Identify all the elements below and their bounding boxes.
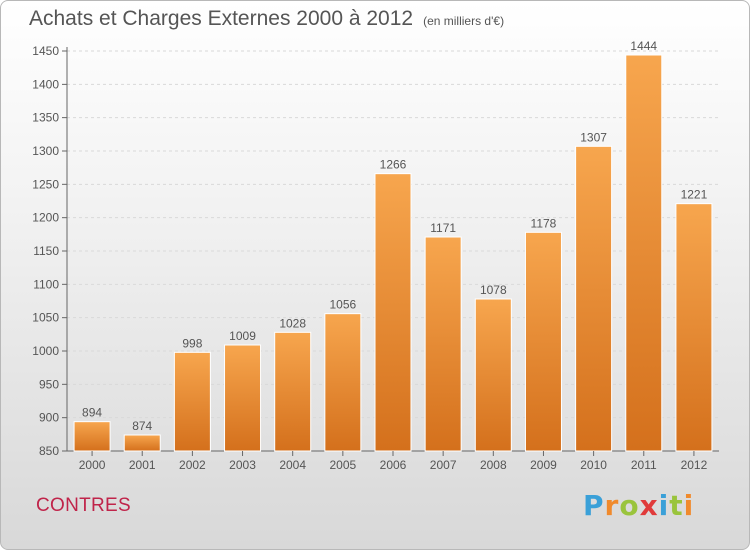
- y-tick-label: 1150: [33, 244, 59, 258]
- y-tick-label: 900: [39, 411, 59, 425]
- y-tick-label: 1250: [32, 177, 59, 191]
- y-tick-label: 850: [39, 444, 59, 458]
- bar: [224, 344, 262, 452]
- bar: [474, 298, 512, 452]
- bar-value-label: 1056: [329, 298, 356, 312]
- x-tick-label: 2009: [530, 458, 557, 472]
- y-tick-label: 1450: [32, 44, 59, 58]
- bar: [73, 421, 111, 452]
- x-tick-label: 2003: [229, 458, 256, 472]
- x-tick-label: 2012: [681, 458, 708, 472]
- logo-letter: i: [658, 489, 670, 522]
- x-tick-label: 2010: [580, 458, 607, 472]
- city-name: CONTRES: [36, 495, 131, 516]
- bar: [173, 351, 211, 452]
- y-tick-label: 1100: [33, 277, 59, 291]
- logo-letter: o: [619, 489, 640, 522]
- x-tick-label: 2011: [631, 458, 657, 472]
- logo-letter: t: [669, 489, 684, 522]
- bar-value-label: 874: [132, 419, 152, 433]
- x-tick-label: 2006: [380, 458, 407, 472]
- x-tick-label: 2008: [480, 458, 507, 472]
- y-tick-label: 1200: [32, 211, 59, 225]
- bar: [625, 54, 663, 452]
- chart-unit: (en milliers d'€): [423, 14, 505, 28]
- bar-value-label: 894: [82, 406, 102, 420]
- bar-value-label: 1178: [531, 216, 557, 230]
- logo-letter: r: [604, 489, 620, 522]
- bar: [524, 231, 562, 452]
- bar: [374, 173, 412, 452]
- bar-value-label: 1028: [279, 316, 306, 330]
- x-tick-label: 2001: [129, 458, 156, 472]
- bar: [123, 434, 161, 452]
- bar-value-label: 1221: [681, 188, 708, 202]
- logo-letter: i: [683, 489, 695, 522]
- bar: [274, 331, 312, 452]
- y-tick-label: 950: [39, 377, 59, 391]
- bar-value-label: 998: [182, 336, 202, 350]
- bar-value-label: 1444: [630, 39, 657, 53]
- y-tick-label: 1300: [32, 144, 59, 158]
- bar: [675, 203, 713, 452]
- bar-value-label: 1009: [229, 329, 256, 343]
- x-tick-label: 2000: [79, 458, 106, 472]
- y-tick-label: 1350: [32, 111, 59, 125]
- bar-value-label: 1171: [430, 221, 456, 235]
- y-tick-label: 1000: [32, 344, 59, 358]
- logo-letter: P: [583, 489, 605, 522]
- x-tick-label: 2005: [329, 458, 356, 472]
- bar: [424, 236, 462, 452]
- y-tick-label: 1050: [32, 311, 59, 325]
- logo-letter: x: [639, 489, 659, 522]
- chart-title-text: Achats et Charges Externes 2000 à 2012: [29, 7, 414, 30]
- proxiti-logo: Proxiti: [583, 489, 694, 522]
- chart-title: Achats et Charges Externes 2000 à 2012 (e…: [29, 7, 504, 31]
- x-tick-label: 2007: [430, 458, 457, 472]
- bar-value-label: 1266: [380, 158, 407, 172]
- bar: [575, 145, 613, 452]
- x-tick-label: 2004: [279, 458, 306, 472]
- bar-value-label: 1078: [480, 283, 507, 297]
- bar-value-label: 1307: [580, 130, 607, 144]
- x-tick-label: 2002: [179, 458, 206, 472]
- bar: [324, 313, 362, 452]
- y-tick-label: 1400: [32, 77, 59, 91]
